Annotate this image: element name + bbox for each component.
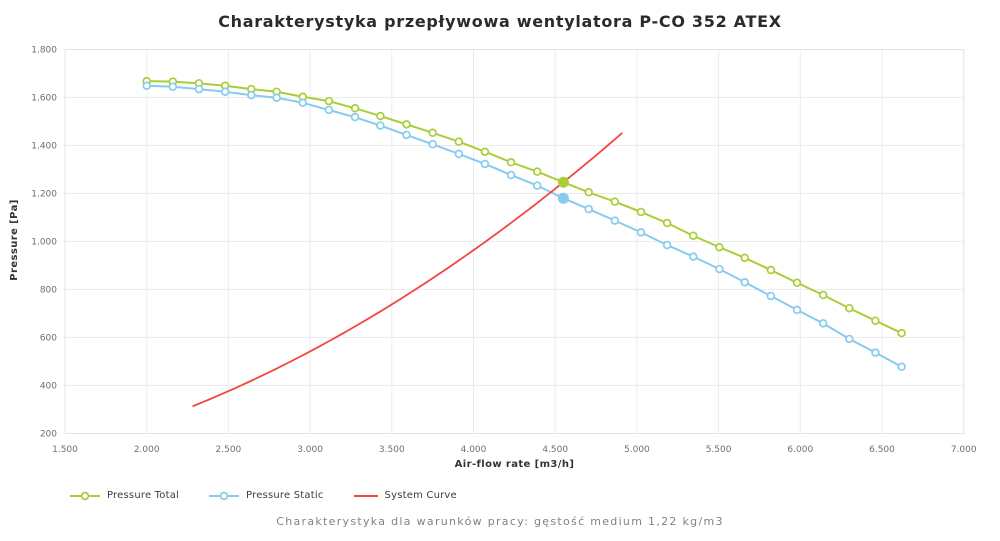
- chart-caption: Charakterystyka dla warunków pracy: gęst…: [276, 515, 724, 528]
- pressure-static-marker-icon: [209, 486, 240, 505]
- y-tick-label: 1.800: [31, 46, 57, 56]
- chart-title: Charakterystyka przepływowa wentylatora …: [218, 12, 782, 31]
- data-point-marker: [792, 305, 802, 315]
- data-point-marker: [298, 98, 307, 108]
- x-tick-label: 2.500: [216, 445, 242, 455]
- data-point-marker: [350, 104, 360, 113]
- data-point-marker: [845, 303, 854, 313]
- x-tick-label: 3.000: [297, 445, 323, 455]
- data-point-marker: [689, 231, 698, 240]
- data-point-marker: [480, 147, 490, 156]
- data-point-marker: [220, 87, 230, 96]
- x-tick-label: 5.000: [624, 445, 650, 455]
- y-axis-title: Pressure [Pa]: [9, 199, 20, 281]
- data-point-marker: [766, 291, 776, 301]
- x-tick-label: 5.500: [706, 445, 732, 455]
- data-point-marker: [454, 137, 464, 146]
- data-point-marker: [897, 328, 906, 338]
- x-tick-label: 2.000: [134, 445, 160, 455]
- y-tick-label: 800: [40, 286, 57, 296]
- y-tick-label: 200: [40, 430, 57, 440]
- data-point-marker: [506, 158, 516, 167]
- data-point-marker: [792, 278, 802, 288]
- legend: Pressure Total Pressure Static System Cu…: [70, 486, 457, 505]
- y-tick-label: 1.600: [31, 94, 57, 104]
- data-point-marker: [247, 90, 256, 100]
- series-markers-pressure-static: [142, 81, 906, 372]
- data-point-marker: [402, 130, 411, 140]
- data-point-marker: [324, 96, 334, 106]
- data-point-marker: [715, 264, 724, 274]
- data-point-marker: [897, 362, 906, 372]
- data-point-marker: [715, 243, 724, 252]
- x-tick-label: 7.000: [951, 445, 977, 455]
- data-point-marker: [845, 334, 854, 344]
- data-point-marker: [584, 188, 593, 197]
- data-point-marker: [740, 253, 749, 263]
- y-tick-label: 600: [40, 334, 57, 344]
- data-point-marker: [610, 216, 620, 225]
- x-tick-label: 6.000: [787, 445, 813, 455]
- data-point-marker: [818, 319, 828, 328]
- data-point-marker: [662, 218, 672, 228]
- operating-point-static: [557, 192, 569, 204]
- data-point-marker: [740, 278, 749, 287]
- x-tick-label: 4.500: [542, 445, 568, 455]
- data-point-marker: [506, 170, 516, 180]
- data-point-marker: [871, 348, 880, 357]
- y-tick-label: 1.000: [31, 238, 57, 248]
- y-tick-label: 400: [40, 382, 57, 392]
- pressure-total-marker-icon: [70, 486, 100, 505]
- operating-point-total: [557, 176, 569, 188]
- x-tick-label: 4.000: [461, 445, 487, 455]
- plot-border: [64, 49, 965, 434]
- data-point-marker: [428, 140, 437, 149]
- x-tick-label: 3.500: [379, 445, 405, 455]
- legend-label-system-curve: System Curve: [384, 490, 457, 501]
- data-point-marker: [532, 181, 542, 190]
- data-point-marker: [194, 84, 204, 94]
- data-point-marker: [428, 128, 437, 138]
- data-point-marker: [350, 112, 360, 122]
- data-point-marker: [376, 121, 385, 130]
- data-point-marker: [689, 252, 698, 261]
- data-point-marker: [636, 207, 646, 217]
- data-point-marker: [584, 204, 593, 214]
- data-point-marker: [871, 316, 880, 325]
- legend-item-pressure-total[interactable]: Pressure Total: [70, 486, 179, 505]
- data-point-marker: [766, 265, 776, 275]
- data-point-marker: [610, 197, 620, 206]
- y-tick-label: 1.200: [31, 190, 57, 200]
- system-curve-marker-icon: [353, 486, 378, 505]
- legend-label-pressure-static: Pressure Static: [246, 490, 324, 501]
- data-point-marker: [142, 81, 151, 90]
- data-point-marker: [272, 93, 281, 102]
- legend-item-system-curve[interactable]: System Curve: [353, 486, 457, 505]
- legend-item-pressure-static[interactable]: Pressure Static: [209, 486, 323, 505]
- x-axis-title: Air-flow rate [m3/h]: [454, 459, 575, 470]
- data-point-marker: [324, 105, 334, 115]
- x-tick-label: 1.500: [52, 445, 78, 455]
- data-point-marker: [168, 82, 178, 91]
- data-point-marker: [480, 159, 490, 169]
- tick-labels: 1.500 2.000 2.500 3.000 3.500 4.000 4.500 5.000…: [31, 46, 977, 456]
- data-point-marker: [376, 111, 385, 121]
- series-line-pressure-static: [146, 84, 903, 368]
- legend-label-pressure-total: Pressure Total: [107, 490, 180, 501]
- gridlines: [64, 49, 965, 434]
- data-point-marker: [662, 240, 672, 250]
- data-point-marker: [402, 120, 411, 129]
- data-point-marker: [636, 228, 646, 237]
- system-curve-line: [192, 132, 623, 408]
- series-line-pressure-total: [146, 80, 903, 335]
- data-point-marker: [532, 167, 542, 176]
- series-markers-pressure-total: [142, 76, 906, 338]
- y-tick-label: 1.400: [31, 142, 57, 152]
- x-tick-label: 6.500: [869, 445, 895, 455]
- data-point-marker: [818, 290, 828, 300]
- data-point-marker: [454, 149, 464, 159]
